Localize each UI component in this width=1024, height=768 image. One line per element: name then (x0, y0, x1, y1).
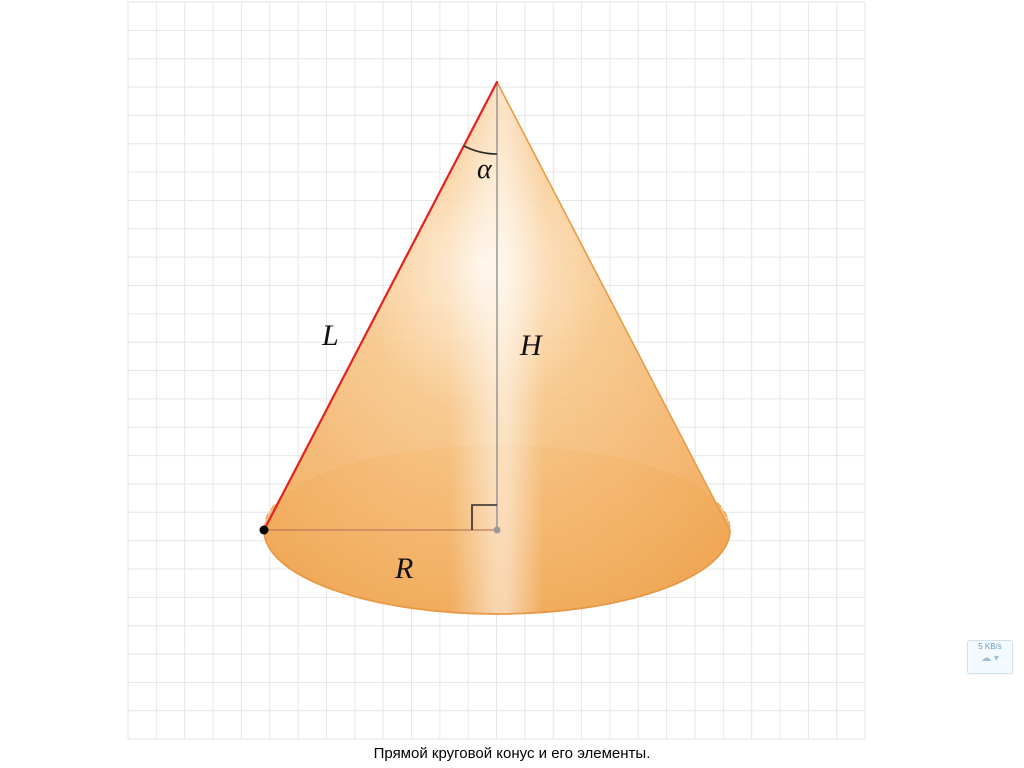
label-alpha: α (477, 154, 493, 185)
cone-diagram: α L H R (0, 0, 1024, 768)
label-H: H (519, 329, 544, 362)
netmon-icons: ☁ ▾ (968, 653, 1012, 664)
network-monitor-widget[interactable]: 5 KB/s ☁ ▾ (967, 640, 1013, 674)
base-left-point (260, 526, 269, 535)
base-center-point (494, 527, 501, 534)
diagram-caption: Прямой круговой конус и его элементы. (0, 745, 1024, 762)
netmon-rate: 5 KB/s (968, 643, 1012, 652)
label-L: L (321, 319, 339, 352)
label-R: R (394, 552, 413, 585)
